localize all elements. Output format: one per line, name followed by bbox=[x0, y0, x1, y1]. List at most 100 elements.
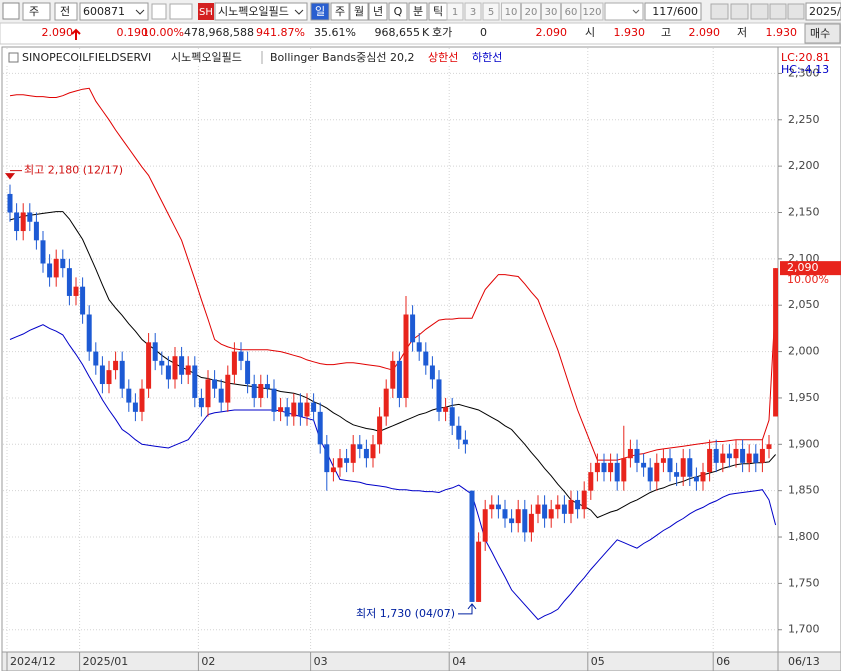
candle-body bbox=[271, 388, 277, 412]
period[interactable]: 주 bbox=[29, 5, 39, 18]
minute-button[interactable] bbox=[464, 2, 482, 21]
minute-label[interactable]: 5 bbox=[488, 7, 494, 18]
candle-body bbox=[456, 425, 462, 440]
x-tick-label: 02 bbox=[201, 655, 215, 668]
candle-body bbox=[410, 314, 416, 343]
minute-label[interactable]: 60 bbox=[565, 7, 578, 18]
candle-body bbox=[245, 360, 251, 385]
volume-ratio: 941.87% bbox=[256, 26, 305, 39]
candle-body bbox=[522, 509, 528, 533]
minute-button[interactable] bbox=[580, 2, 604, 21]
minute-button[interactable] bbox=[521, 2, 541, 21]
candle-body bbox=[687, 458, 693, 477]
candle-body bbox=[60, 258, 66, 269]
candle-body bbox=[370, 444, 376, 459]
minute-button[interactable] bbox=[482, 2, 500, 21]
sound-icon[interactable] bbox=[169, 3, 193, 20]
interval-label[interactable]: 년 bbox=[373, 5, 383, 18]
interval-label[interactable]: 월 bbox=[354, 5, 364, 18]
interval-label[interactable]: 틱 bbox=[433, 5, 443, 18]
candle-body bbox=[7, 193, 13, 213]
prev-button-bg[interactable] bbox=[54, 2, 78, 21]
candle-body bbox=[555, 504, 561, 510]
dropdown-arrow bbox=[135, 9, 145, 15]
candle-body bbox=[317, 411, 323, 445]
candle-body bbox=[654, 462, 660, 482]
interval-group: 일 주 월 년 Q 분 틱 1 3 5 10 20 30 60 120 bbox=[310, 2, 604, 21]
candle-body bbox=[304, 402, 310, 417]
plot-frame bbox=[1, 46, 779, 653]
candle-body bbox=[416, 342, 422, 352]
interval-button[interactable] bbox=[368, 2, 388, 21]
legend-icon[interactable] bbox=[8, 52, 19, 63]
candle-body bbox=[284, 407, 290, 417]
candle-body bbox=[674, 472, 680, 477]
candle-body bbox=[515, 509, 521, 524]
x-tick-label: 2025/01 bbox=[83, 655, 129, 668]
menu-icon[interactable] bbox=[2, 2, 20, 20]
settings-icon[interactable] bbox=[787, 3, 805, 20]
candle-body bbox=[469, 490, 475, 602]
prev-button[interactable]: 전 bbox=[60, 5, 70, 18]
interval-label[interactable]: 분 bbox=[413, 5, 423, 18]
candle-body bbox=[581, 490, 587, 510]
candle-body bbox=[502, 509, 508, 519]
candle-body bbox=[47, 263, 53, 278]
interval-button[interactable] bbox=[349, 2, 369, 21]
legend-entry: 하한선 bbox=[472, 50, 502, 64]
code[interactable]: 600871 bbox=[83, 5, 125, 18]
interval-label[interactable]: Q bbox=[394, 5, 403, 18]
date[interactable]: 2025/ bbox=[809, 5, 841, 18]
minute-label[interactable]: 10 bbox=[505, 7, 518, 18]
minute-label[interactable]: 30 bbox=[545, 7, 558, 18]
minute-label[interactable]: 3 bbox=[470, 7, 476, 18]
interval-label[interactable]: 일 bbox=[315, 4, 325, 18]
minute-button[interactable] bbox=[501, 2, 521, 21]
y-tick-label: 1,900 bbox=[788, 437, 820, 450]
candle-body bbox=[568, 499, 574, 514]
candle-body bbox=[436, 379, 442, 412]
interval-button[interactable] bbox=[310, 2, 330, 21]
minute-button[interactable] bbox=[446, 2, 464, 21]
interval-label[interactable]: 주 bbox=[335, 5, 345, 18]
custom-input[interactable] bbox=[604, 2, 644, 21]
y-tick-label: 1,750 bbox=[788, 576, 820, 589]
tool-icon[interactable] bbox=[730, 3, 749, 20]
candle-body bbox=[614, 462, 620, 482]
market-badge bbox=[198, 3, 214, 20]
candle-body bbox=[634, 448, 640, 463]
interval-button[interactable] bbox=[408, 2, 428, 21]
candle-body bbox=[740, 448, 746, 463]
candle-body bbox=[495, 504, 501, 510]
minute-label[interactable]: 1 bbox=[452, 7, 458, 18]
candle-body bbox=[575, 499, 581, 510]
annotation: 최저 1,730 (04/07) bbox=[356, 607, 455, 620]
search-icon[interactable] bbox=[151, 3, 167, 20]
legend-name: 시노펙오일필드 bbox=[171, 50, 242, 64]
y-tick-label: 2,050 bbox=[788, 298, 820, 311]
minute-label[interactable]: 20 bbox=[525, 7, 538, 18]
stock-name[interactable]: 시노펙오일필드 bbox=[218, 4, 289, 18]
band-line bbox=[9, 211, 776, 519]
candle-body bbox=[377, 416, 383, 445]
period-select[interactable] bbox=[22, 2, 51, 21]
date-input[interactable] bbox=[805, 2, 841, 21]
buy-button[interactable]: 매수 bbox=[810, 27, 830, 40]
minute-label[interactable]: 120 bbox=[582, 7, 601, 18]
candle-body bbox=[258, 384, 264, 398]
tool-icon[interactable] bbox=[710, 3, 729, 20]
candle-body bbox=[542, 504, 548, 519]
candle-body bbox=[733, 448, 739, 459]
tool-icon[interactable] bbox=[750, 3, 769, 20]
code-input[interactable] bbox=[79, 2, 149, 21]
candle-body bbox=[278, 407, 284, 412]
candle-body bbox=[126, 388, 132, 403]
minute-button[interactable] bbox=[541, 2, 561, 21]
interval-button[interactable] bbox=[388, 2, 408, 21]
save-icon[interactable] bbox=[769, 3, 787, 20]
name-select[interactable] bbox=[214, 2, 308, 21]
candle-body bbox=[773, 268, 778, 417]
buy-button-bg[interactable] bbox=[804, 23, 841, 44]
candle-body bbox=[264, 384, 270, 389]
interval-button[interactable] bbox=[330, 2, 350, 21]
